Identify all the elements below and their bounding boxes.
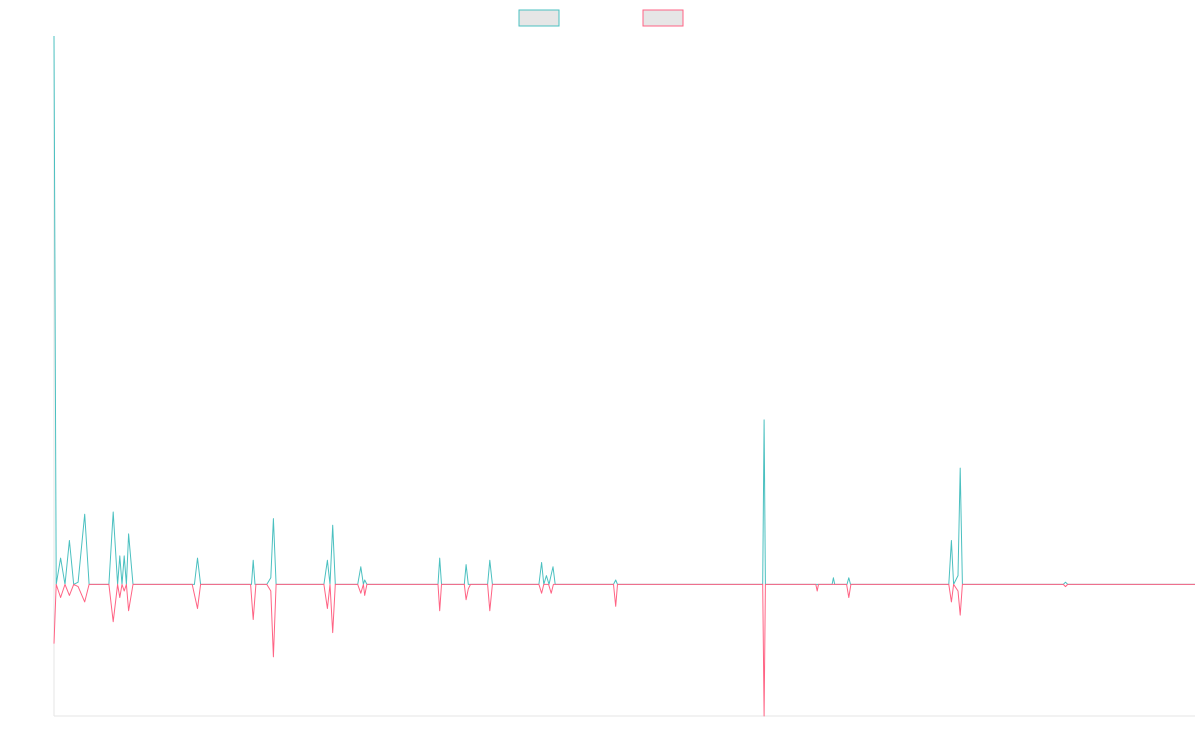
series-1-line	[53, 35, 1195, 585]
series-2	[53, 583, 1195, 717]
series-1	[53, 35, 1195, 585]
chart-legend[interactable]	[518, 9, 684, 27]
legend-swatch-series-2[interactable]	[642, 9, 684, 27]
legend-swatch-series-1[interactable]	[518, 9, 560, 27]
series-2-line	[53, 583, 1195, 717]
chart-axes	[53, 36, 1195, 717]
plot-area	[53, 35, 1195, 717]
